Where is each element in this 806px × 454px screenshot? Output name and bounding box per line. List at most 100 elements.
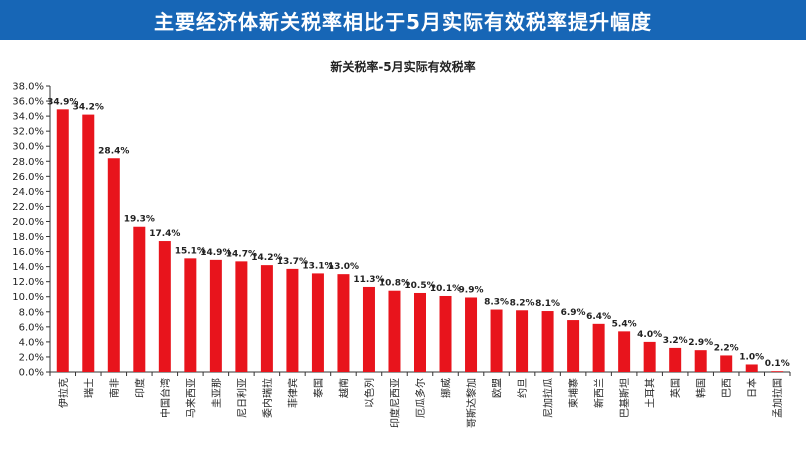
bar <box>311 273 324 372</box>
bar <box>56 109 69 373</box>
page-title: 主要经济体新关税率相比于5月实际有效税率提升幅度 <box>154 9 652 34</box>
bar <box>669 347 682 372</box>
category-label: 以色列 <box>363 378 376 408</box>
y-tick-label: 10.0% <box>12 292 44 303</box>
bar <box>643 341 656 372</box>
data-label: 9.9% <box>459 285 484 295</box>
y-tick-label: 18.0% <box>12 232 44 243</box>
bar <box>414 292 426 372</box>
category-label: 委内瑞拉 <box>261 378 274 418</box>
bar <box>618 331 631 372</box>
category-label: 巴基斯坦 <box>618 378 631 418</box>
y-tick-label: 14.0% <box>12 262 44 273</box>
data-label: 13.1% <box>302 261 333 271</box>
y-tick-label: 26.0% <box>12 172 44 183</box>
y-tick-label: 6.0% <box>19 322 44 333</box>
bar <box>286 268 299 372</box>
y-tick-label: 0.0% <box>19 368 44 379</box>
y-tick-label: 30.0% <box>12 142 44 153</box>
category-label: 泰国 <box>312 378 325 398</box>
category-label: 日本 <box>746 378 759 398</box>
data-label: 2.2% <box>714 343 739 353</box>
data-label: 1.0% <box>739 352 764 362</box>
bar <box>771 371 784 372</box>
category-label: 马来西亚 <box>185 378 197 418</box>
category-label: 越南 <box>337 378 350 398</box>
category-label: 瑞士 <box>82 378 95 398</box>
data-label: 13.0% <box>328 262 359 272</box>
bar <box>745 364 758 372</box>
category-label: 柬埔寨 <box>567 378 580 408</box>
data-label: 10.1% <box>430 284 461 294</box>
data-label: 4.0% <box>637 330 662 340</box>
bar <box>720 355 733 372</box>
data-label: 14.9% <box>200 248 231 258</box>
data-label: 28.4% <box>98 146 129 156</box>
data-label: 8.1% <box>535 299 560 309</box>
y-tick-label: 32.0% <box>12 127 44 138</box>
data-label: 11.3% <box>353 275 384 285</box>
data-label: 14.2% <box>251 253 282 263</box>
category-label: 土耳其 <box>644 378 657 408</box>
category-label: 约旦 <box>516 378 529 398</box>
data-label: 19.3% <box>124 215 155 225</box>
category-label: 挪威 <box>440 378 453 398</box>
bar <box>490 309 503 372</box>
y-tick-label: 4.0% <box>19 337 44 348</box>
data-label: 13.7% <box>277 257 308 267</box>
bar <box>184 258 197 372</box>
bar <box>694 350 707 372</box>
bar <box>337 274 350 372</box>
chart-title: 新关税率-5月实际有效税率 <box>330 60 476 74</box>
data-label: 0.1% <box>765 359 790 369</box>
y-tick-label: 8.0% <box>19 307 44 318</box>
header-bar: 主要经济体新关税率相比于5月实际有效税率提升幅度 <box>0 0 806 40</box>
bar <box>133 226 146 372</box>
bar <box>362 286 375 372</box>
data-label: 2.9% <box>688 338 713 348</box>
category-label: 尼日利亚 <box>236 378 248 418</box>
y-tick-label: 38.0% <box>12 82 44 93</box>
y-tick-label: 20.0% <box>12 217 44 228</box>
data-label: 17.4% <box>149 229 180 239</box>
category-label: 英国 <box>669 378 682 398</box>
category-label: 哥斯达黎加 <box>465 378 478 428</box>
bar <box>107 158 120 372</box>
category-label: 伊拉克 <box>57 378 70 408</box>
y-tick-label: 36.0% <box>12 97 44 108</box>
bar <box>388 290 401 372</box>
category-label: 韩国 <box>695 378 708 398</box>
y-tick-label: 24.0% <box>12 187 44 198</box>
bar <box>235 261 248 372</box>
category-label: 菲律宾 <box>286 378 299 408</box>
data-label: 6.4% <box>586 312 611 322</box>
data-label: 14.7% <box>226 249 257 259</box>
bar <box>516 310 529 372</box>
category-label: 新西兰 <box>593 378 606 408</box>
bar <box>465 297 478 372</box>
data-label: 8.3% <box>484 298 509 308</box>
bar <box>209 259 222 372</box>
category-label: 厄瓜多尔 <box>414 378 427 418</box>
category-label: 尼加拉瓜 <box>542 378 555 418</box>
bar <box>541 311 554 372</box>
data-label: 15.1% <box>175 246 206 256</box>
category-label: 南非 <box>108 378 121 398</box>
y-tick-label: 16.0% <box>12 247 44 258</box>
bar <box>260 265 273 372</box>
category-label: 印度 <box>133 378 146 398</box>
category-label: 中国台湾 <box>159 378 172 418</box>
bar <box>82 114 95 372</box>
category-label: 印度尼西亚 <box>388 378 401 428</box>
y-tick-label: 34.0% <box>12 112 44 123</box>
bar <box>158 241 171 372</box>
y-tick-label: 12.0% <box>12 277 44 288</box>
category-label: 圭亚那 <box>210 378 223 408</box>
category-label: 巴西 <box>721 378 733 398</box>
data-label: 3.2% <box>663 336 688 346</box>
data-label: 6.9% <box>561 308 586 318</box>
bar <box>439 295 452 372</box>
category-label: 欧盟 <box>492 378 504 398</box>
bar <box>592 323 605 372</box>
